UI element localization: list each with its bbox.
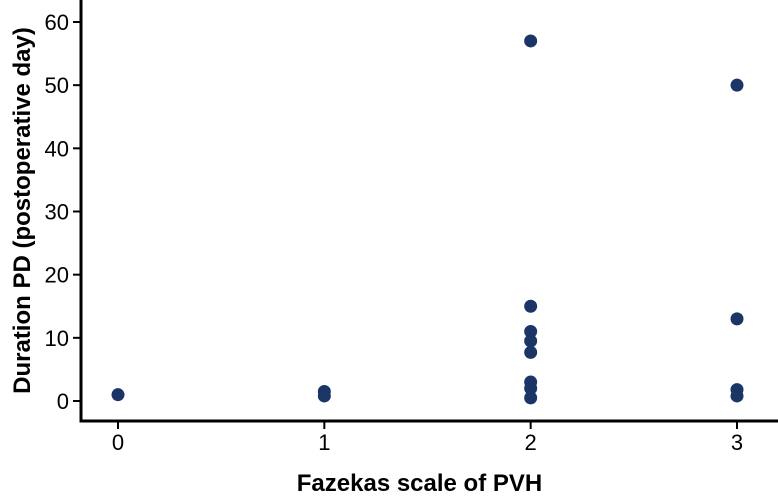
- x-tick-label: 3: [731, 430, 743, 455]
- y-tick-label: 0: [57, 389, 69, 414]
- x-ticks: 0 1 2 3: [112, 421, 743, 455]
- x-tick-label: 0: [112, 430, 124, 455]
- data-point: [524, 345, 538, 359]
- data-point: [524, 34, 538, 48]
- data-point: [524, 334, 538, 348]
- y-tick-label: 10: [45, 326, 69, 351]
- data-point: [730, 389, 744, 403]
- y-tick-label: 20: [45, 263, 69, 288]
- data-point: [317, 389, 331, 403]
- x-axis-title: Fazekas scale of PVH: [297, 470, 542, 497]
- data-points: [111, 34, 744, 405]
- axes: [79, 0, 778, 423]
- data-point: [524, 325, 538, 339]
- y-tick-label: 60: [45, 10, 69, 35]
- data-point: [730, 78, 744, 92]
- y-axis-title: Duration PD (postoperative day): [9, 27, 36, 394]
- x-tick-label: 2: [525, 430, 537, 455]
- data-point: [524, 391, 538, 405]
- y-tick-label: 30: [45, 200, 69, 225]
- data-point: [730, 312, 744, 326]
- x-tick-label: 1: [318, 430, 330, 455]
- data-point: [524, 381, 538, 395]
- data-point: [524, 299, 538, 313]
- data-point: [111, 388, 125, 402]
- y-tick-label: 50: [45, 73, 69, 98]
- y-ticks: 0 10 20 30 40 50 60: [45, 10, 81, 414]
- y-tick-label: 40: [45, 136, 69, 161]
